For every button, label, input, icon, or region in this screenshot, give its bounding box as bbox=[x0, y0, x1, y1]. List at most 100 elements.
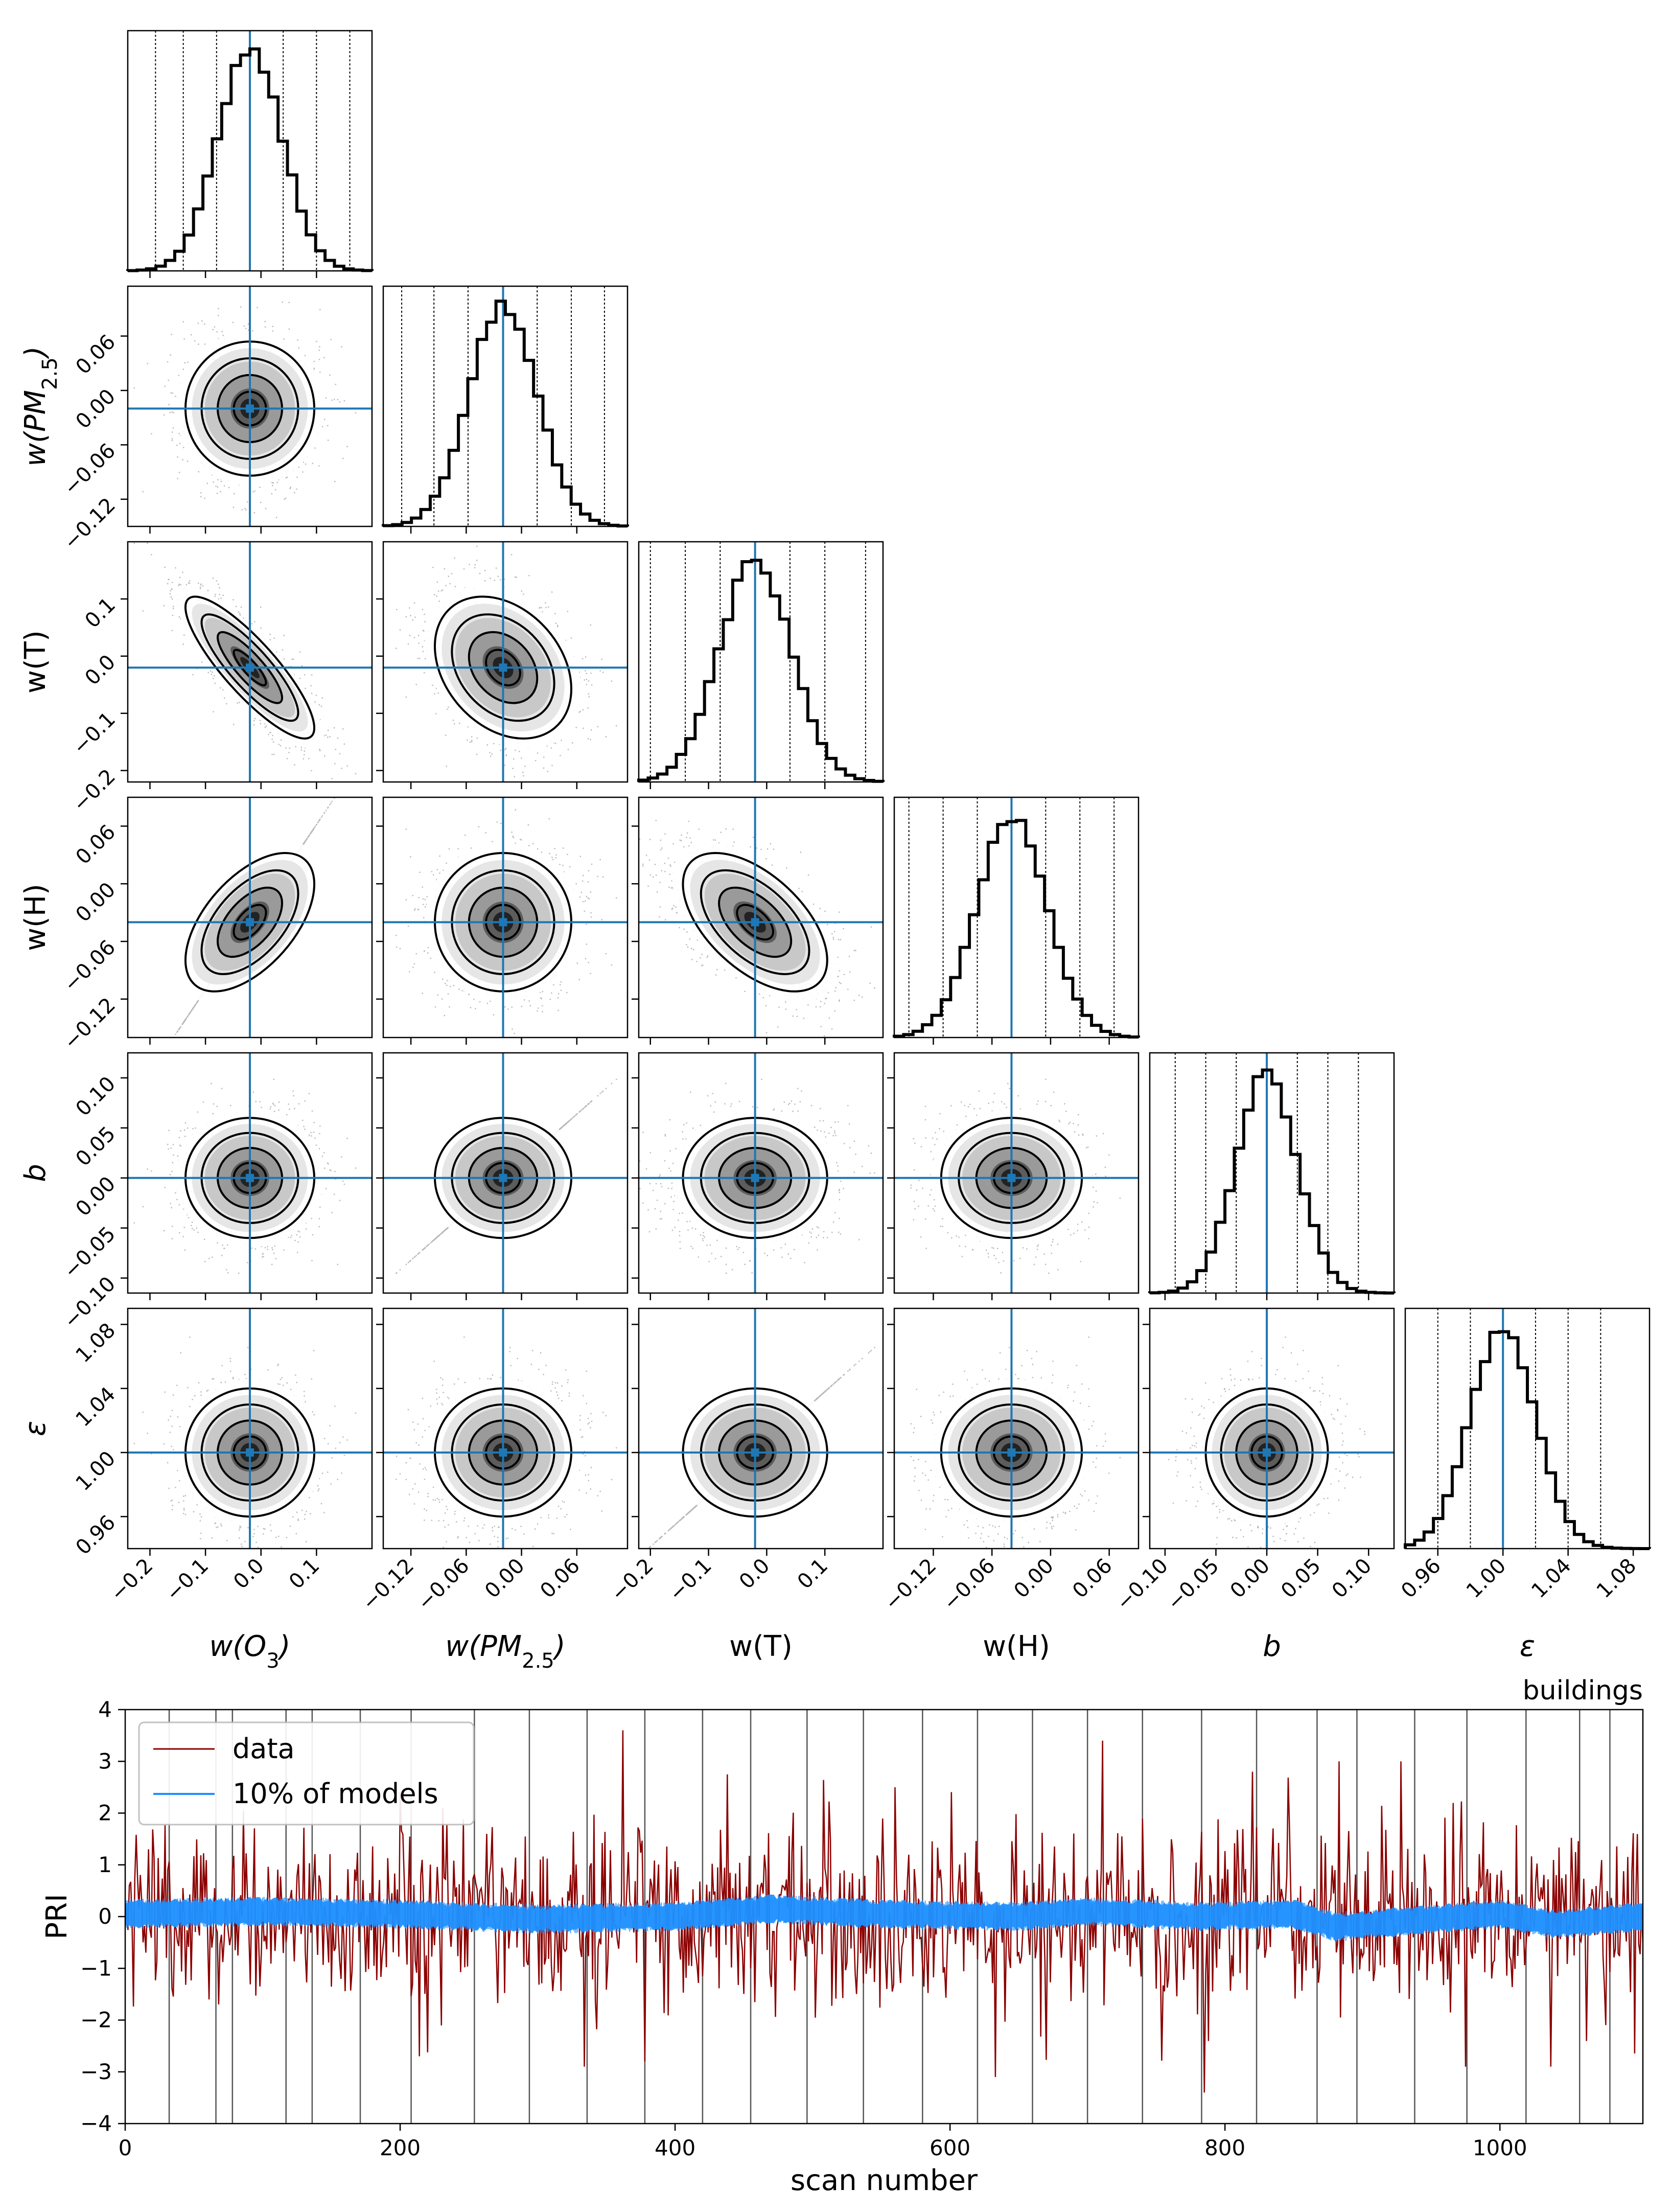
scatter-panel-wT-wPM bbox=[376, 541, 629, 789]
y-axis-label: PRI bbox=[40, 1894, 74, 1939]
truth-marker bbox=[499, 1173, 507, 1182]
density-contour bbox=[233, 649, 267, 686]
time-series-plot: 0 200 400 600 800 1000 −4 −3 −2 −1 0 1 2 3 4 scan numbe… bbox=[40, 1675, 1644, 2197]
panel-frame bbox=[1404, 1307, 1651, 1550]
x-tick-label: 400 bbox=[655, 2135, 695, 2160]
truth-marker bbox=[751, 1173, 759, 1182]
truth-marker bbox=[246, 1448, 254, 1457]
time-series-area bbox=[125, 1710, 1643, 2124]
panel-frame bbox=[382, 285, 629, 527]
panel-frame bbox=[1149, 1307, 1395, 1550]
truth-marker bbox=[246, 1173, 254, 1182]
panel-frame bbox=[893, 1052, 1140, 1294]
panel-frame bbox=[127, 796, 373, 1039]
histogram-step bbox=[382, 299, 629, 528]
scatter-panel-wPM-wO3 bbox=[121, 285, 373, 534]
hist-panel-wH bbox=[893, 796, 1140, 1045]
label-main: w(T) bbox=[729, 1630, 793, 1663]
label-main: w(H) bbox=[983, 1630, 1050, 1663]
y-tick-label: −2 bbox=[80, 2008, 112, 2033]
legend-box bbox=[138, 1721, 475, 1826]
truth-marker bbox=[1007, 1448, 1016, 1457]
label-main: ε bbox=[1520, 1630, 1535, 1663]
legend: data 10% of models bbox=[138, 1721, 475, 1826]
truth-marker bbox=[499, 918, 507, 927]
scatter-panel-b-wH bbox=[887, 1052, 1140, 1300]
scatter-panel-eps-b bbox=[1143, 1307, 1395, 1556]
panel-frame bbox=[893, 796, 1140, 1039]
x-tick-label: 0 bbox=[119, 2135, 132, 2160]
scatter-area bbox=[128, 1308, 372, 1549]
histogram-step bbox=[126, 47, 374, 272]
panel-frame bbox=[638, 541, 884, 783]
density-contour bbox=[468, 631, 539, 704]
label-main: w(O bbox=[209, 1630, 266, 1663]
density-contour bbox=[434, 595, 572, 740]
density-contour bbox=[184, 852, 316, 993]
label-subscript: 3 bbox=[266, 1649, 279, 1673]
density-contour bbox=[682, 852, 828, 993]
legend-label-data: data bbox=[233, 1733, 295, 1765]
scatter-area bbox=[128, 286, 372, 526]
scatter-area bbox=[128, 1053, 372, 1293]
density-contour bbox=[736, 904, 774, 941]
x-axis-label-wH: w(H) bbox=[983, 1630, 1050, 1663]
series-models-texture bbox=[125, 1895, 1643, 1941]
scatter-panel-eps-wH bbox=[887, 1307, 1140, 1556]
y-tick-label: 4 bbox=[98, 1697, 112, 1722]
panel-frame bbox=[638, 1307, 884, 1550]
hist-panel-eps bbox=[1404, 1307, 1651, 1556]
x-axis-label-b: b bbox=[1263, 1630, 1281, 1663]
y-tick-label: 3 bbox=[98, 1748, 112, 1773]
corner-plot: −0.2 −0.1 0.0 0.1w(O3)−0.12−0.06 0.00 0.06w(P… bbox=[19, 30, 1651, 1673]
truth-marker bbox=[499, 663, 507, 672]
density-contour bbox=[233, 904, 267, 941]
scatter-area bbox=[639, 797, 883, 1038]
density-contour bbox=[451, 613, 555, 722]
truth-marker bbox=[1263, 1448, 1271, 1457]
truth-marker bbox=[1007, 1173, 1016, 1182]
label-main: ε bbox=[19, 1421, 52, 1436]
x-tick-label: 200 bbox=[380, 2135, 421, 2160]
y-axis-label-eps: ε bbox=[19, 1421, 52, 1436]
y-tick-label: −3 bbox=[80, 2059, 112, 2084]
x-tick-label: 800 bbox=[1204, 2135, 1245, 2160]
label-main: w(T) bbox=[19, 630, 52, 694]
panel-frame bbox=[382, 1052, 629, 1294]
histogram-step bbox=[893, 819, 1140, 1039]
label-main: b bbox=[19, 1164, 52, 1182]
density-contour bbox=[184, 595, 316, 740]
density-contour bbox=[216, 886, 284, 958]
truth-marker bbox=[751, 1448, 759, 1457]
y-tick-label: 2 bbox=[98, 1801, 112, 1826]
x-axis-label-wT: w(T) bbox=[729, 1630, 793, 1663]
truth-marker bbox=[499, 1448, 507, 1457]
histogram-step bbox=[1404, 1330, 1651, 1550]
scatter-area bbox=[639, 1053, 883, 1293]
scatter-area bbox=[383, 1308, 628, 1549]
scatter-panel-wH-wT bbox=[632, 796, 884, 1045]
legend-label-models: 10% of models bbox=[233, 1778, 438, 1810]
label-main: w(PM bbox=[445, 1630, 522, 1663]
density-contour bbox=[216, 631, 284, 704]
scatter-area bbox=[894, 1053, 1139, 1293]
y-axis-label-wH: w(H) bbox=[19, 884, 52, 951]
y-axis-label-b: b bbox=[19, 1164, 52, 1182]
x-axis-label-wPM: w(PM2.5) bbox=[445, 1630, 565, 1673]
scatter-panel-b-wO3 bbox=[121, 1052, 373, 1300]
density-contour bbox=[718, 886, 793, 958]
label-main: b bbox=[1263, 1630, 1281, 1663]
panel-frame bbox=[127, 285, 373, 527]
panel-frame bbox=[1149, 1052, 1395, 1294]
scatter-panel-b-wPM bbox=[376, 1052, 629, 1300]
truth-marker bbox=[246, 404, 254, 413]
truth-marker bbox=[751, 918, 759, 927]
label-subscript: 2.5 bbox=[522, 1649, 554, 1673]
panel-frame bbox=[638, 796, 884, 1039]
label-subscript: 2.5 bbox=[38, 357, 62, 390]
y-axis-label-wT: w(T) bbox=[19, 630, 52, 694]
y-axis-label-wPM: w(PM2.5) bbox=[19, 346, 62, 466]
truth-marker bbox=[246, 918, 254, 927]
scatter-area bbox=[383, 1053, 628, 1293]
panel-frame bbox=[127, 1307, 373, 1550]
